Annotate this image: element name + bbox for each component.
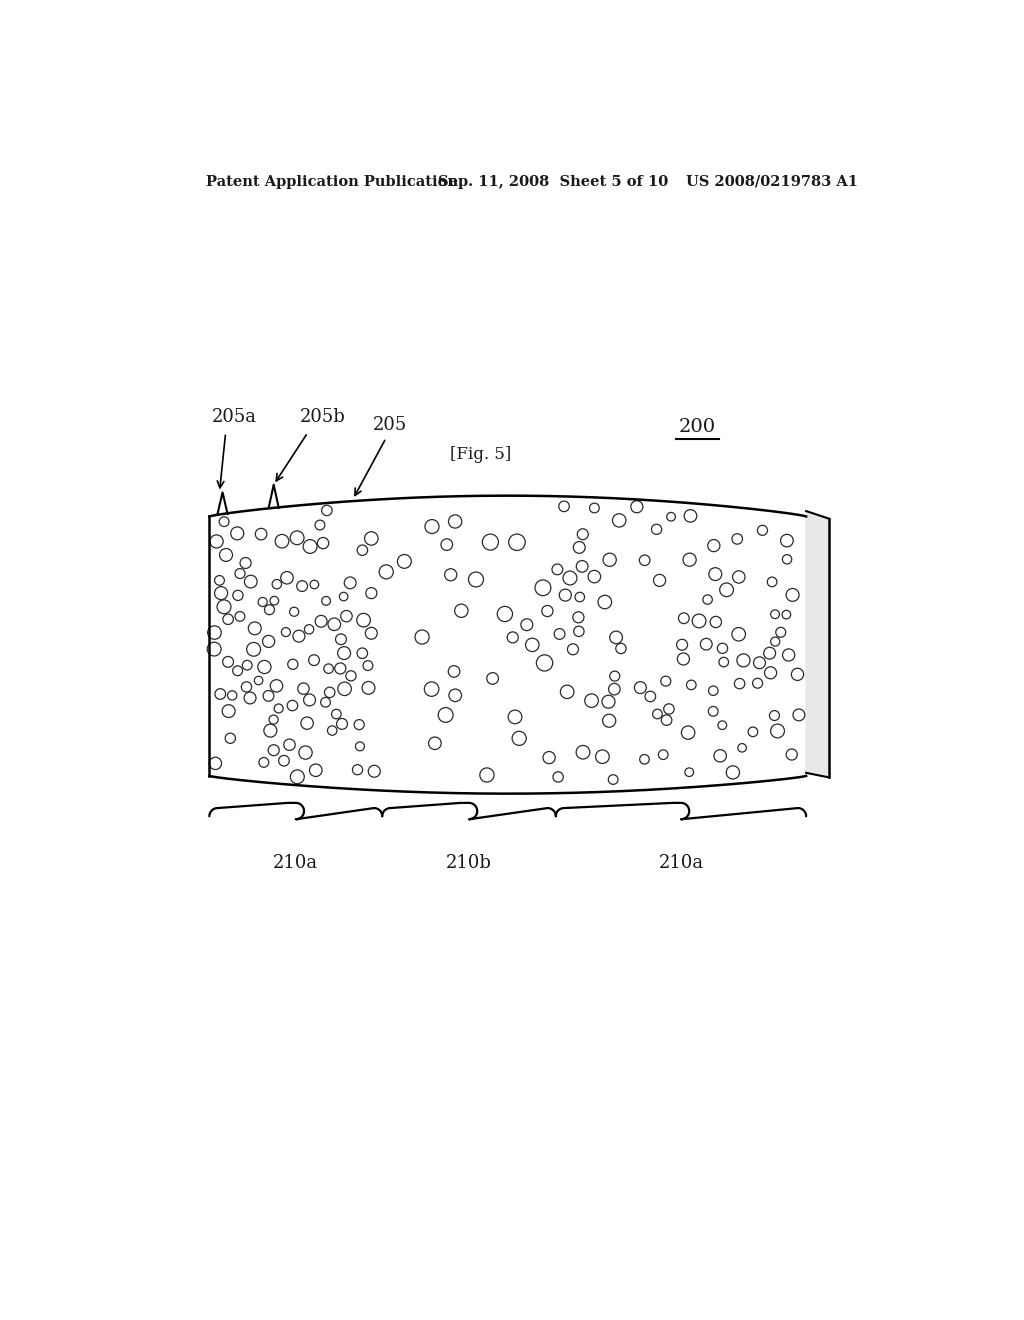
Text: 205: 205 <box>373 416 408 434</box>
Text: Patent Application Publication: Patent Application Publication <box>206 174 458 189</box>
Text: 210a: 210a <box>273 854 318 873</box>
Text: US 2008/0219783 A1: US 2008/0219783 A1 <box>686 174 858 189</box>
Text: 205a: 205a <box>212 408 257 426</box>
Text: [Fig. 5]: [Fig. 5] <box>450 446 511 463</box>
Polygon shape <box>806 511 829 777</box>
Text: 210a: 210a <box>658 854 703 873</box>
Text: 205b: 205b <box>300 408 346 426</box>
Text: 200: 200 <box>679 417 716 436</box>
Text: 210b: 210b <box>446 854 492 873</box>
Text: Sep. 11, 2008  Sheet 5 of 10: Sep. 11, 2008 Sheet 5 of 10 <box>438 174 669 189</box>
